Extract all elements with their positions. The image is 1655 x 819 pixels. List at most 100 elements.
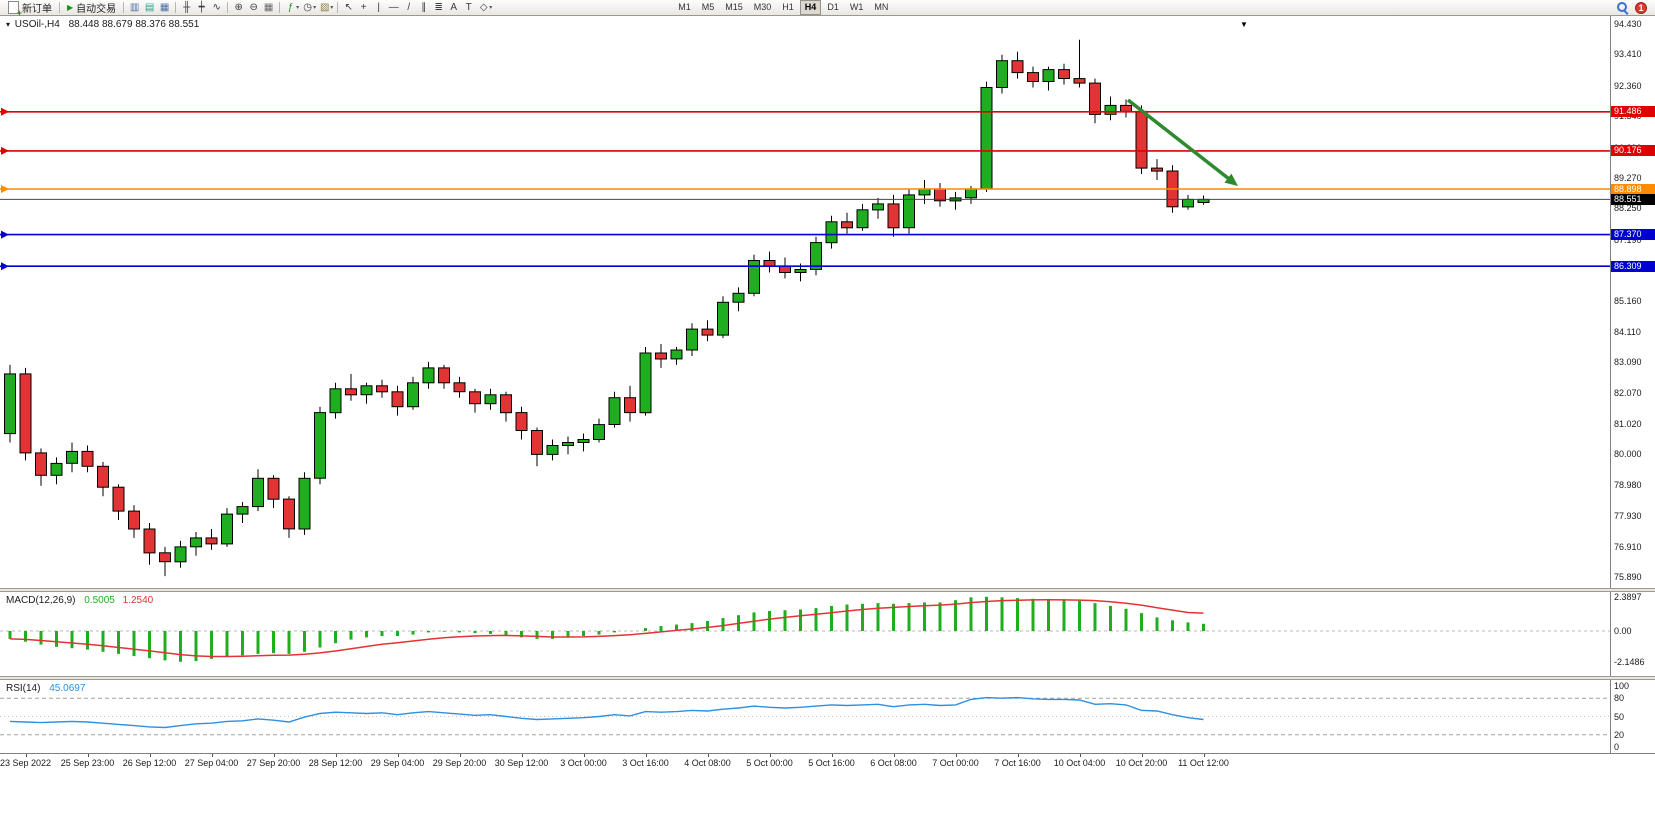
chart-window-icon[interactable]: ▥ xyxy=(129,1,140,13)
time-axis[interactable]: 23 Sep 2022 25 Sep 23:00 26 Sep 12:00 27 Se… xyxy=(0,753,1655,771)
timeframe-m5[interactable]: M5 xyxy=(701,2,715,12)
candle xyxy=(298,477,311,530)
price-axis[interactable]: 94.43093.41092.36091.34090.29089.27088.2… xyxy=(1610,16,1655,588)
candle xyxy=(608,397,621,426)
macd-histogram xyxy=(8,596,1205,662)
timeframe-h4[interactable]: H4 xyxy=(799,0,822,15)
price-label: 81.020 xyxy=(1614,419,1642,429)
ohlc-values: 88.448 88.679 88.376 88.551 xyxy=(68,19,200,30)
zoom-out-icon[interactable]: ⊖ xyxy=(249,1,258,13)
candle xyxy=(174,546,187,563)
line-chart-icon[interactable]: ∿ xyxy=(212,1,221,13)
text-icon[interactable]: A xyxy=(450,1,458,13)
candlestick-canvas[interactable] xyxy=(0,16,1610,588)
candlestick-chart-icon[interactable]: ┿ xyxy=(198,1,205,13)
rsi-axis[interactable]: 100 80 50 20 0 xyxy=(1610,680,1655,753)
price-chart-svg[interactable] xyxy=(0,16,1610,588)
macd-canvas[interactable] xyxy=(0,592,1610,676)
dropdown-caret-icon[interactable]: ▾ xyxy=(489,5,493,11)
candle xyxy=(1027,72,1039,82)
time-tick xyxy=(707,754,709,757)
candle xyxy=(190,537,202,548)
timeframe-d1[interactable]: D1 xyxy=(827,2,839,12)
dropdown-caret-icon[interactable]: ▾ xyxy=(296,5,300,11)
candle xyxy=(1120,104,1132,112)
templates-icon[interactable]: ▨ xyxy=(319,1,330,13)
date-label: 10 Oct 04:00 xyxy=(1053,758,1106,768)
rsi-panel[interactable]: RSI(14) 45.0697 xyxy=(0,680,1610,753)
timeframe-mn[interactable]: MN xyxy=(874,2,889,12)
price-label: 75.890 xyxy=(1614,572,1642,582)
candle xyxy=(1151,167,1163,172)
timeframe-m30[interactable]: M30 xyxy=(753,2,772,12)
macd-panel[interactable]: MACD(12,26,9) 0.5005 1.2540 xyxy=(0,592,1610,676)
candle xyxy=(841,221,853,229)
fibonacci-icon[interactable]: ≣ xyxy=(434,1,443,13)
toolbar: 新订单 ▶ 自动交易 ▥▤▦╫┿∿⊕⊖▦ƒ▾◷▾▨▾↖+|—/∥≣AT◇▾ M1… xyxy=(0,0,1655,18)
candle xyxy=(639,352,652,414)
candle xyxy=(19,373,32,454)
price-badge: 90.176 xyxy=(1611,145,1655,157)
panel-splitter-macd[interactable] xyxy=(0,588,1655,592)
candle xyxy=(980,87,993,190)
zoom-in-icon[interactable]: ⊕ xyxy=(234,1,243,13)
horizontal-line-icon[interactable]: — xyxy=(388,1,399,13)
timeframe-m15[interactable]: M15 xyxy=(725,2,743,12)
vertical-line-icon[interactable]: | xyxy=(377,1,380,13)
candle xyxy=(35,452,47,476)
timeframe-h1[interactable]: H1 xyxy=(782,2,794,12)
periods-clock-icon[interactable]: ◷ xyxy=(303,1,313,13)
auto-trading-button[interactable]: ▶ 自动交易 xyxy=(63,1,120,15)
market-watch-icon[interactable]: ▤ xyxy=(144,1,155,13)
candle xyxy=(1073,78,1086,84)
time-tick xyxy=(769,754,771,757)
rsi-line xyxy=(9,696,1204,729)
price-label: 85.160 xyxy=(1614,295,1642,306)
search-icon[interactable] xyxy=(1616,1,1629,14)
dropdown-caret-icon[interactable]: ▾ xyxy=(330,5,334,11)
toolbar-right: 1 xyxy=(1616,1,1651,14)
trendline-icon[interactable]: / xyxy=(407,1,411,13)
date-label: 10 Oct 20:00 xyxy=(1115,758,1168,768)
candle xyxy=(314,412,326,479)
tile-windows-icon[interactable]: ▦ xyxy=(263,1,274,13)
date-label: 4 Oct 08:00 xyxy=(684,758,731,768)
navigator-icon[interactable]: ▦ xyxy=(159,1,170,13)
panel-splitter-rsi[interactable] xyxy=(0,676,1655,680)
crosshair-icon[interactable]: + xyxy=(360,1,367,13)
chart-shift-marker[interactable]: ▼ xyxy=(1240,20,1248,29)
channel-icon[interactable]: ∥ xyxy=(421,1,427,13)
symbol-dropdown-icon[interactable]: ▾ xyxy=(6,20,11,29)
rsi-svg[interactable] xyxy=(0,680,1610,753)
bar-chart-icon[interactable]: ╫ xyxy=(183,1,191,13)
dropdown-caret-icon[interactable]: ▾ xyxy=(313,5,317,11)
date-label: 27 Sep 20:00 xyxy=(246,758,301,768)
notification-badge[interactable]: 1 xyxy=(1635,1,1647,14)
candle xyxy=(670,349,683,360)
rsi-axis-label: 80 xyxy=(1614,693,1625,704)
trend-arrow xyxy=(1126,98,1238,186)
price-badge: 86.309 xyxy=(1611,260,1655,272)
date-label: 5 Oct 16:00 xyxy=(808,758,855,768)
timeframe-m1[interactable]: M1 xyxy=(678,2,691,12)
time-tick xyxy=(1141,754,1143,757)
date-label: 7 Oct 00:00 xyxy=(932,758,979,768)
candle xyxy=(66,450,78,464)
rsi-canvas[interactable] xyxy=(0,680,1610,753)
macd-svg[interactable] xyxy=(0,592,1610,676)
line-left-marker xyxy=(1,185,9,193)
price-label: 89.270 xyxy=(1614,172,1642,183)
macd-axis-label: -2.1486 xyxy=(1614,656,1645,667)
cursor-icon[interactable]: ↖ xyxy=(344,1,353,13)
price-label: 76.910 xyxy=(1614,541,1642,552)
macd-axis[interactable]: 2.3897 0.00 -2.1486 xyxy=(1610,592,1655,676)
new-order-button[interactable]: 新订单 xyxy=(4,1,56,18)
shapes-icon[interactable]: ◇ xyxy=(479,1,488,13)
indicators-icon[interactable]: ƒ xyxy=(287,1,294,13)
line-left-marker xyxy=(1,107,9,116)
label-icon[interactable]: T xyxy=(465,1,472,13)
time-tick xyxy=(645,754,647,757)
timeframe-w1[interactable]: W1 xyxy=(849,2,864,12)
time-tick xyxy=(87,754,89,757)
price-chart-panel[interactable]: ▾ USOil-,H4 88.448 88.679 88.376 88.551 … xyxy=(0,16,1610,588)
